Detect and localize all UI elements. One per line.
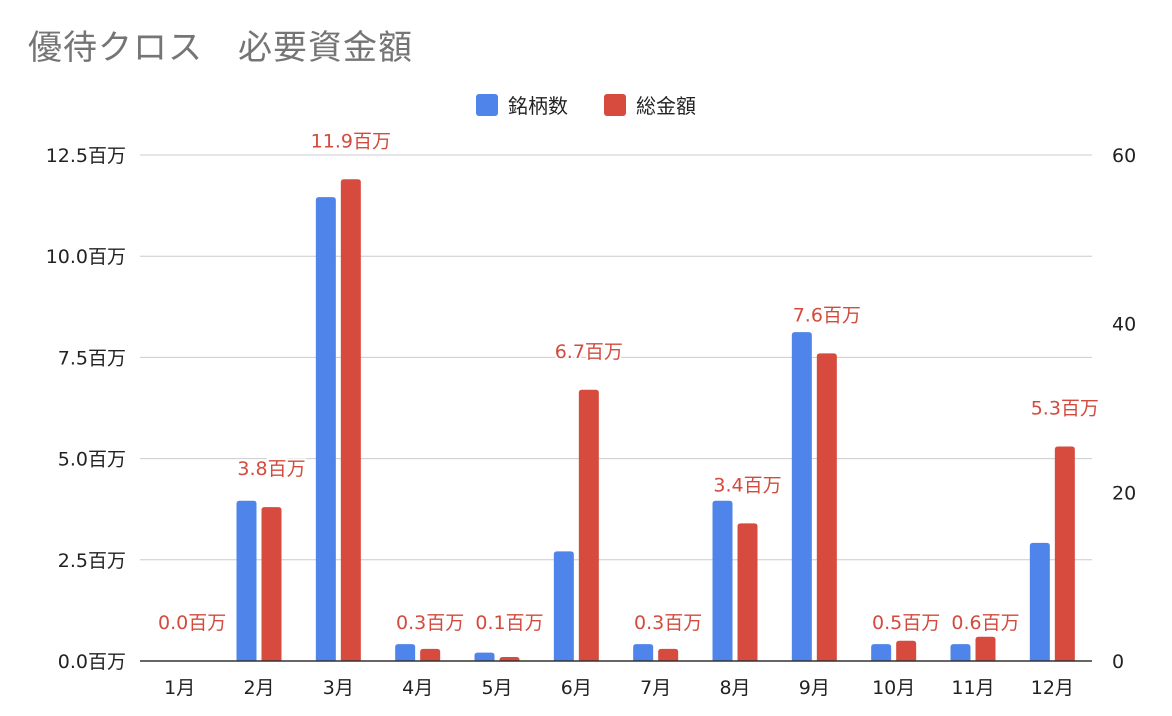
data-label: 0.0百万 [158, 612, 226, 634]
chart-title: 優待クロス 必要資金額 [28, 28, 413, 68]
bar-総金額 [578, 389, 599, 661]
data-label: 5.3百万 [1031, 397, 1099, 419]
x-axis-tick-label: 11月 [951, 677, 994, 699]
bar-銘柄数 [633, 644, 654, 661]
right-axis-tick-label: 40 [1112, 314, 1136, 336]
x-axis-tick-label: 8月 [719, 677, 750, 699]
right-axis-tick-label: 20 [1112, 482, 1136, 504]
bar-銘柄数 [871, 644, 892, 661]
left-axis-tick-label: 10.0百万 [46, 246, 126, 268]
bar-総金額 [340, 179, 361, 661]
legend-swatch-series2 [604, 93, 626, 116]
bar-総金額 [1054, 446, 1075, 661]
bar-総金額 [499, 656, 520, 661]
bar-銘柄数 [474, 652, 495, 661]
x-axis-tick-label: 9月 [799, 677, 830, 699]
bar-総金額 [896, 640, 917, 661]
bar-総金額 [737, 523, 758, 661]
legend-item-series2: 総金額 [604, 90, 696, 119]
legend-label-series2: 総金額 [636, 94, 696, 118]
x-axis-tick-label: 5月 [481, 677, 512, 699]
bar-銘柄数 [712, 500, 733, 661]
legend-swatch-series1 [476, 93, 498, 116]
data-label: 3.4百万 [713, 474, 781, 496]
x-axis-tick-label: 4月 [402, 677, 433, 699]
bar-銘柄数 [236, 500, 257, 661]
bar-総金額 [420, 648, 441, 661]
x-axis-tick-label: 6月 [561, 677, 592, 699]
data-label: 0.6百万 [951, 612, 1019, 634]
data-label: 7.6百万 [793, 304, 861, 326]
x-axis-tick-label: 1月 [164, 677, 195, 699]
data-label: 0.3百万 [634, 612, 702, 634]
bar-総金額 [261, 507, 282, 661]
legend: 銘柄数 総金額 [0, 90, 1172, 119]
bar-総金額 [816, 353, 837, 661]
legend-item-series1: 銘柄数 [476, 90, 568, 119]
x-axis-tick-label: 7月 [640, 677, 671, 699]
x-axis-tick-label: 12月 [1031, 677, 1074, 699]
data-label: 3.8百万 [237, 458, 305, 480]
bar-銘柄数 [395, 644, 416, 661]
left-axis-tick-label: 7.5百万 [58, 347, 126, 369]
bar-総金額 [975, 636, 996, 661]
data-label: 6.7百万 [555, 341, 623, 363]
x-axis-tick-label: 2月 [243, 677, 274, 699]
legend-label-series1: 銘柄数 [508, 94, 568, 118]
data-label: 11.9百万 [311, 130, 391, 152]
x-axis-tick-label: 3月 [323, 677, 354, 699]
bar-銘柄数 [553, 551, 574, 661]
data-label: 0.5百万 [872, 612, 940, 634]
bar-銘柄数 [791, 332, 812, 661]
data-label: 0.1百万 [475, 612, 543, 634]
bar-総金額 [658, 648, 679, 661]
right-axis-tick-label: 60 [1112, 145, 1136, 167]
left-axis-tick-label: 0.0百万 [58, 651, 126, 673]
bar-銘柄数 [1029, 542, 1050, 661]
left-axis-tick-label: 5.0百万 [58, 449, 126, 471]
left-axis-tick-label: 12.5百万 [46, 145, 126, 167]
right-axis-tick-label: 0 [1112, 651, 1124, 673]
bar-銘柄数 [950, 644, 971, 661]
x-axis-tick-label: 10月 [872, 677, 915, 699]
data-label: 0.3百万 [396, 612, 464, 634]
bar-銘柄数 [315, 197, 336, 661]
left-axis-tick-label: 2.5百万 [58, 550, 126, 572]
